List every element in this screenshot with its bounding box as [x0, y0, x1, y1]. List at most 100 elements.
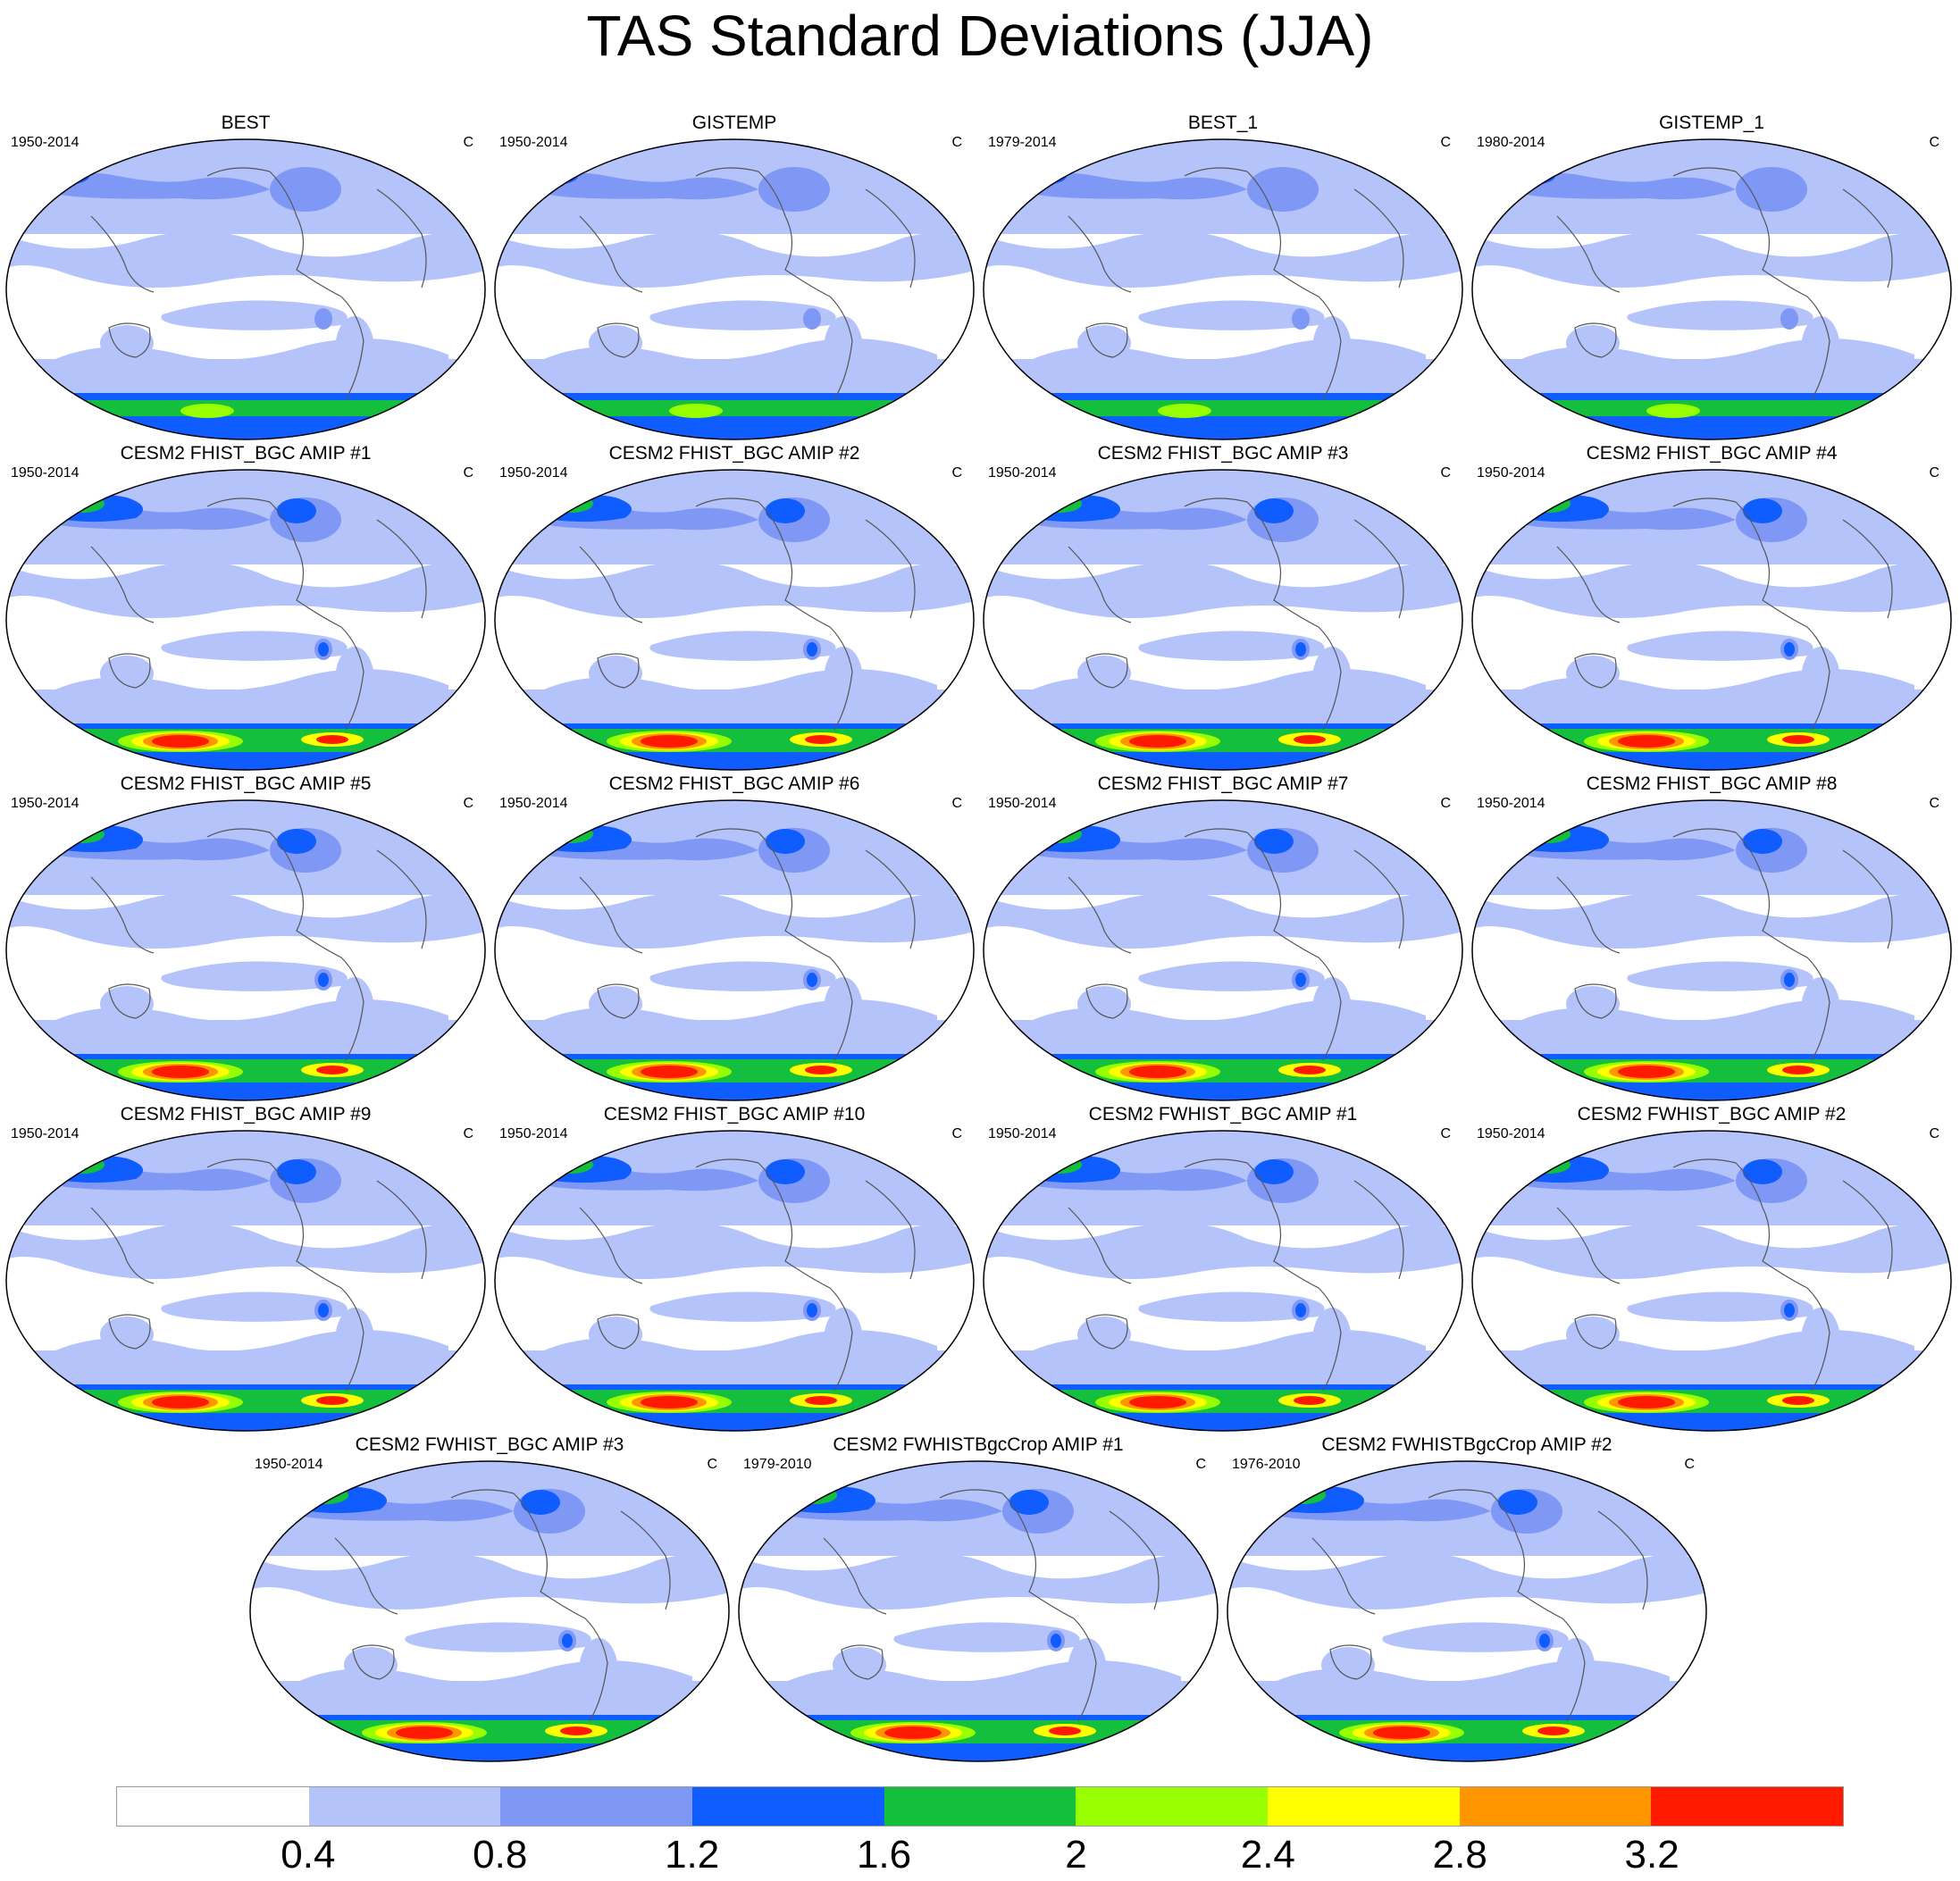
world-map [983, 1130, 1463, 1432]
shade-australia [589, 656, 642, 691]
shade-southern-light [495, 1350, 974, 1391]
shade-south-america [1312, 977, 1352, 1045]
map-panel: CESM2 FHIST_BGC AMIP #9 1950-2014 C [2, 1104, 490, 1434]
shade-tropical-pacific [649, 631, 836, 661]
shade-south-america [824, 1308, 863, 1375]
panel-years: 1976-2010 [1232, 1457, 1301, 1472]
colorbar-box [692, 1787, 884, 1826]
shade-tropical-pacific [1138, 300, 1325, 330]
panel-title: CESM2 FWHIST_BGC AMIP #2 [1577, 1104, 1847, 1124]
panel-title: CESM2 FHIST_BGC AMIP #9 [120, 1104, 372, 1124]
panel-years: 1950-2014 [499, 135, 568, 150]
shade-antarctic-red [1618, 1396, 1675, 1409]
shade-pacific-core [1780, 308, 1798, 330]
world-map [5, 799, 486, 1101]
shade-pacific-strong [1295, 642, 1306, 656]
map-outline [983, 799, 1463, 1101]
shade-arctic-canada-strong [1009, 1490, 1049, 1515]
coastline-5 [450, 1489, 515, 1499]
coastline-4 [108, 322, 151, 358]
map-panel: CESM2 FHIST_BGC AMIP #6 1950-2014 C [490, 773, 978, 1104]
coastline-5 [1672, 167, 1737, 177]
shade-antarctic-green [1521, 400, 1897, 416]
world-map [494, 138, 975, 440]
panel-years: 1950-2014 [11, 465, 80, 481]
shade-australia [1077, 656, 1131, 691]
shade-antarctic-red [884, 1726, 942, 1739]
coastline-1 [758, 501, 853, 731]
shade-midlat-band [495, 892, 974, 949]
world-map [983, 469, 1463, 771]
coastline-1 [1735, 171, 1830, 400]
shade-siberia-strong [528, 167, 578, 185]
shade-antarctic-red-east [1782, 1396, 1814, 1405]
coastline-3 [1556, 215, 1621, 293]
colorbar-tick-label: 0.4 [281, 1833, 336, 1877]
panel-title: CESM2 FHIST_BGC AMIP #8 [1586, 773, 1838, 794]
shade-antarctic-red [641, 1396, 698, 1409]
coastline-1 [1001, 1492, 1097, 1722]
shade-southern-light [739, 1681, 1218, 1721]
colorbar-tick-label: 3.2 [1624, 1833, 1679, 1877]
shade-southern-light [984, 359, 1462, 399]
panel-years: 1950-2014 [11, 796, 80, 811]
shade-south-america [1556, 1638, 1596, 1706]
world-map [494, 469, 975, 771]
panel-units: C [1440, 1126, 1451, 1141]
shade-antarctic-green [495, 1059, 974, 1083]
shade-tropical-pacific [1627, 300, 1813, 330]
shade-antarctic-green [1472, 729, 1951, 752]
shade-tropical-pacific [893, 1622, 1080, 1652]
shade-southern-light [1472, 690, 1951, 730]
shade-southern-light [1472, 1350, 1951, 1391]
map-outline [983, 469, 1463, 771]
shade-south-america [1801, 977, 1840, 1045]
colorbar-box [117, 1787, 309, 1826]
coastline-2 [376, 519, 427, 619]
panel-units: C [951, 135, 962, 150]
map-panel: BEST_1 1979-2014 C [979, 113, 1467, 443]
coastline-4 [1085, 983, 1128, 1019]
panel-years: 1950-2014 [499, 1126, 568, 1141]
coastline-3 [579, 1207, 643, 1284]
world-map [494, 799, 975, 1101]
shade-pacific-core [314, 308, 332, 330]
map-panel: CESM2 FHIST_BGC AMIP #1 1950-2014 C [2, 443, 490, 773]
shade-midlat-band [495, 562, 974, 618]
coastline-3 [1311, 1537, 1376, 1615]
shade-south-america [1801, 647, 1840, 715]
panel-units: C [1684, 1457, 1695, 1472]
shade-antarctic-red [641, 1066, 698, 1078]
shade-tropical-pacific [161, 631, 348, 661]
coastline-5 [1184, 167, 1248, 177]
coastline-4 [1574, 1314, 1617, 1350]
coastline-1 [269, 171, 364, 400]
shade-south-america [824, 316, 863, 384]
map-outline [1471, 469, 1952, 771]
shade-australia [1566, 1317, 1620, 1352]
panel-title: CESM2 FHIST_BGC AMIP #2 [608, 443, 860, 464]
shade-southern-light [1227, 1681, 1706, 1721]
world-map [1471, 799, 1952, 1101]
coastline-4 [108, 983, 151, 1019]
shade-australia [344, 1647, 398, 1683]
panel-years: 1980-2014 [1477, 135, 1545, 150]
coastline-5 [1428, 1489, 1492, 1499]
coastline-2 [865, 519, 916, 619]
shade-tropical-pacific [161, 1292, 348, 1322]
coastline-5 [1672, 1158, 1737, 1168]
panel-years: 1950-2014 [1477, 465, 1545, 481]
map-outline [1471, 138, 1952, 440]
shade-midlat-band [6, 1223, 485, 1279]
shade-antarctic-green [984, 1390, 1462, 1413]
shade-midlat-band [1472, 892, 1951, 949]
shade-australia [1077, 986, 1131, 1022]
coastline-5 [695, 828, 759, 838]
shade-midlat-band [984, 231, 1462, 288]
coastline-5 [695, 167, 759, 177]
shade-tropical-pacific [649, 961, 836, 991]
coastline-5 [1184, 497, 1248, 507]
coastline-4 [1574, 322, 1617, 358]
shade-pacific-core [803, 308, 821, 330]
shade-midlat-band [1472, 1223, 1951, 1279]
